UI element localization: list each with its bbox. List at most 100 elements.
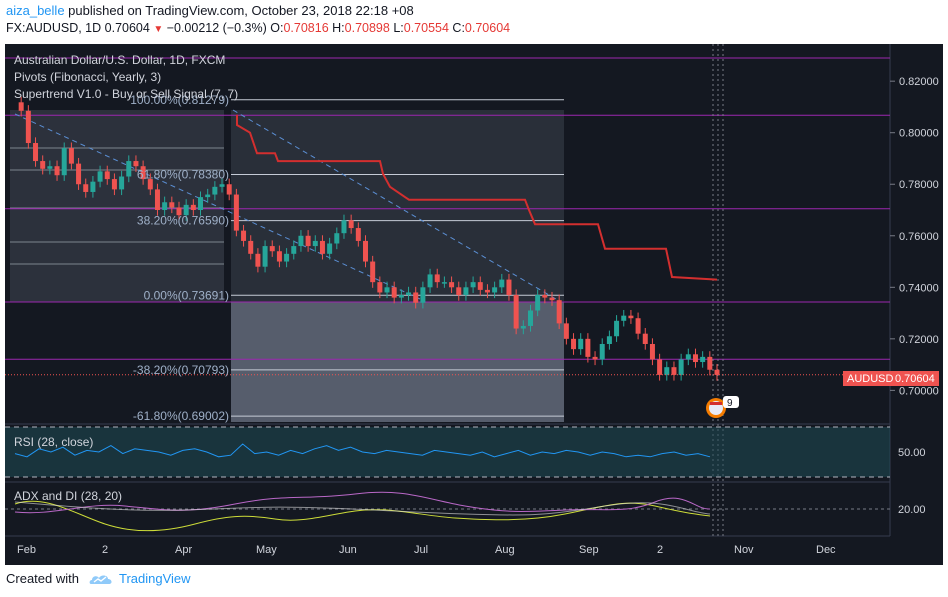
fib-label-3: 0.00%(0.73691) — [144, 288, 229, 302]
open-label: O: — [270, 21, 284, 35]
candle-body — [391, 287, 397, 298]
candle-body — [363, 240, 368, 262]
candle-body — [90, 181, 96, 192]
rsi-tick: 50.00 — [898, 447, 926, 459]
candle-body — [449, 282, 455, 288]
adx-line[interactable] — [14, 501, 711, 516]
candle-body — [111, 179, 117, 190]
candle-body — [76, 163, 82, 185]
candle-body — [18, 102, 24, 111]
high-label: H: — [332, 21, 345, 35]
candle-body — [205, 194, 211, 198]
high-value: 0.70898 — [344, 21, 390, 35]
tradingview-link[interactable]: TradingView — [118, 571, 191, 586]
price-tick-1: 0.80000 — [899, 128, 939, 140]
footer: Created with TradingView — [6, 571, 191, 586]
candle-body — [606, 336, 612, 344]
time-tick-10: Dec — [816, 544, 836, 556]
candle-body — [477, 282, 483, 290]
candle-body — [649, 343, 655, 360]
fib-retracement-2[interactable] — [231, 110, 564, 422]
price-badge-label: AUDUSD — [847, 373, 894, 385]
legend-supertrend[interactable]: Supertrend V1.0 - Buy or Sell Signal (7,… — [14, 87, 238, 101]
candle-body — [276, 251, 282, 262]
candle-body — [291, 246, 297, 254]
rsi-legend[interactable]: RSI (28, close) — [14, 435, 93, 449]
price-badge — [843, 371, 939, 386]
adx-plus-di-line[interactable] — [14, 491, 711, 514]
candle-body — [578, 338, 584, 350]
adx-legend[interactable]: ADX and DI (28, 20) — [14, 489, 122, 503]
candle-body — [262, 246, 268, 267]
ohlc-line: FX:AUDUSD, 1D 0.70604 ▼ −0.00212 (−0.3%)… — [6, 21, 510, 35]
candle-body — [527, 310, 533, 326]
candle-body — [484, 289, 490, 293]
economic-event-marker[interactable]: 9 — [706, 396, 739, 418]
candle-body — [169, 202, 175, 208]
candle-body — [255, 253, 261, 267]
price-tick-4: 0.74000 — [899, 282, 939, 294]
candlestick-series[interactable] — [18, 96, 720, 381]
tradingview-cloud-icon — [89, 574, 112, 584]
pivot-lines — [5, 57, 890, 360]
candle-body — [355, 228, 361, 241]
candle-body — [664, 367, 670, 375]
legend-pivots[interactable]: Pivots (Fibonacci, Yearly, 3) — [14, 70, 161, 84]
author-link[interactable]: aiza_belle — [6, 3, 65, 18]
candle-body — [549, 297, 555, 301]
candle-body — [678, 359, 684, 375]
candle-body — [133, 161, 139, 167]
candle-body — [657, 359, 663, 375]
time-axis[interactable]: Feb 2 Apr May Jun Jul Aug Sep 2 Nov Dec — [17, 544, 836, 556]
event-count-badge — [723, 396, 739, 408]
candle-body — [341, 220, 347, 234]
time-tick-5: Jul — [414, 544, 428, 556]
candle-body — [563, 323, 569, 339]
candle-body — [434, 274, 440, 283]
candle-body — [592, 356, 598, 360]
time-tick-7: Sep — [579, 544, 599, 556]
candle-body — [119, 176, 125, 190]
candle-body — [599, 343, 605, 360]
candle-body — [700, 356, 706, 363]
candle-body — [284, 253, 290, 262]
candle-body — [571, 338, 577, 350]
created-with-text: Created with — [6, 571, 79, 586]
publish-line: aiza_belle published on TradingView.com,… — [6, 3, 414, 18]
candle-body — [319, 240, 325, 254]
price-change: −0.00212 (−0.3%) — [166, 21, 267, 35]
candle-body — [427, 274, 433, 288]
main-pane — [5, 44, 890, 424]
supertrend-line[interactable] — [236, 114, 718, 281]
chart-container[interactable]: 100.00%(0.81279) 61.80%(0.78380) 38.20%(0.… — [5, 44, 943, 565]
fib-zone-lower — [231, 302, 564, 422]
fib-label-5: -61.80%(0.69002) — [133, 409, 229, 423]
change-arrow-icon: ▼ — [153, 24, 164, 35]
candle-body — [61, 148, 67, 176]
candle-body — [269, 246, 275, 252]
candle-body — [714, 369, 720, 375]
fib-trendline-1[interactable] — [14, 113, 421, 300]
price-chart[interactable]: 100.00%(0.81279) 61.80%(0.78380) 38.20%(0.… — [5, 44, 943, 565]
candle-body — [556, 300, 562, 324]
candle-body — [707, 356, 713, 370]
candle-body — [413, 292, 419, 303]
price-tick-5: 0.72000 — [899, 334, 939, 346]
close-label: C: — [452, 21, 465, 35]
time-tick-2: Apr — [175, 544, 192, 556]
candle-body — [635, 318, 641, 334]
candle-body — [68, 148, 74, 164]
time-tick-9: Nov — [734, 544, 754, 556]
candle-body — [97, 171, 103, 182]
candle-body — [226, 184, 232, 195]
candle-body — [140, 166, 146, 180]
price-axis[interactable]: 0.82000 0.80000 0.78000 0.76000 0.74000 0.720… — [890, 76, 939, 397]
time-tick-6: Aug — [495, 544, 515, 556]
fib-trendline-2[interactable] — [232, 109, 562, 303]
candle-body — [642, 333, 648, 344]
candle-body — [384, 287, 390, 293]
candle-body — [420, 287, 426, 303]
flag-stripe — [710, 402, 722, 405]
candle-body — [370, 261, 376, 283]
rsi-line[interactable] — [14, 443, 711, 458]
